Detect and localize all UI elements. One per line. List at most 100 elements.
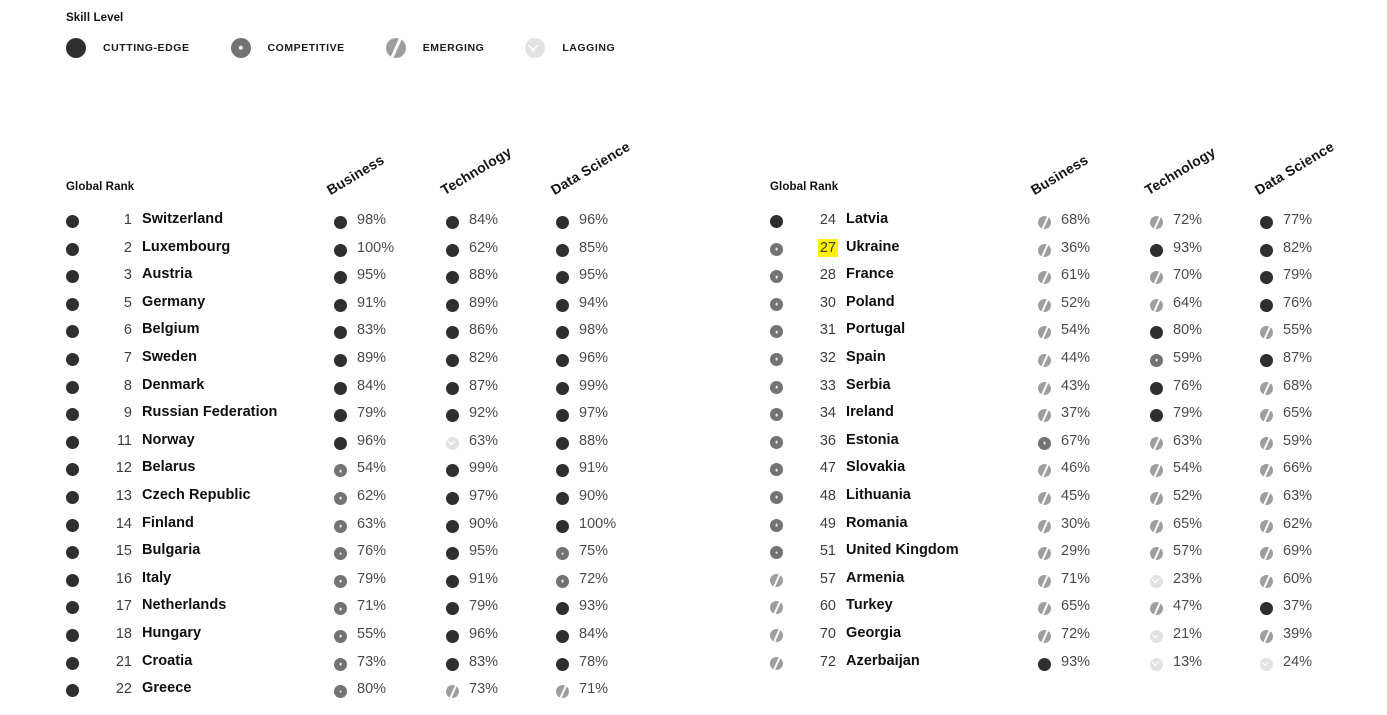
column-header-data-science: Data Science <box>1251 138 1337 198</box>
legend-item-cutting-edge[interactable]: CUTTING-EDGE <box>66 38 190 58</box>
country-name: Norway <box>142 431 195 448</box>
overall-solid-circle-icon <box>66 270 79 284</box>
metric-value: 59% <box>1173 349 1203 366</box>
legend-item-competitive[interactable]: COMPETITIVE <box>230 38 345 58</box>
country-name: Czech Republic <box>142 486 251 503</box>
solid-circle-icon <box>66 38 86 58</box>
solid-circle-icon <box>334 216 347 229</box>
metric-value: 52% <box>1173 487 1203 504</box>
country-name: France <box>846 266 894 283</box>
rank-value: 33 <box>819 377 836 394</box>
solid-circle-icon <box>1150 409 1163 423</box>
metric-value: 76% <box>357 543 387 560</box>
slashed-circle-icon <box>1150 298 1163 312</box>
slashed-circle-icon <box>1260 436 1273 450</box>
metric-value: 30% <box>1061 515 1091 532</box>
solid-circle-icon <box>446 519 459 533</box>
solid-circle-icon <box>334 271 347 285</box>
metric-value: 21% <box>1173 625 1203 642</box>
overall-solid-circle-icon <box>66 601 79 615</box>
solid-circle-icon <box>446 409 459 423</box>
slashed-circle-icon <box>1038 491 1051 505</box>
overall-solid-circle-icon <box>66 215 79 228</box>
slashed-circle-icon <box>1038 353 1051 367</box>
metric-value: 47% <box>1173 598 1203 615</box>
overall-dotted-circle-icon <box>770 352 783 366</box>
overall-dotted-circle-icon <box>770 270 783 284</box>
metric-value: 39% <box>1283 625 1313 642</box>
metric-value: 65% <box>1061 598 1091 615</box>
wave-circle-icon <box>1260 657 1273 671</box>
country-name: Italy <box>142 569 172 586</box>
slashed-circle-icon <box>1038 381 1051 395</box>
metric-value: 89% <box>469 294 499 311</box>
solid-circle-icon <box>334 353 347 367</box>
metric-value: 98% <box>579 322 609 339</box>
dotted-circle-icon <box>334 491 347 505</box>
solid-circle-icon <box>334 298 347 312</box>
solid-circle-icon <box>1260 602 1273 616</box>
slashed-circle-icon <box>1038 519 1051 533</box>
slashed-circle-icon <box>1260 547 1273 561</box>
solid-circle-icon <box>446 574 459 588</box>
rank-value: 8 <box>123 377 132 394</box>
metric-value: 96% <box>469 625 499 642</box>
solid-circle-icon <box>556 353 569 367</box>
rank-value: 57 <box>819 570 836 587</box>
rank-value: 21 <box>115 653 132 670</box>
solid-circle-icon <box>1260 271 1273 285</box>
overall-solid-circle-icon <box>66 297 79 311</box>
country-name: Luxembourg <box>142 238 231 255</box>
dotted-circle-icon <box>1038 436 1051 450</box>
metric-value: 54% <box>357 460 387 477</box>
slashed-circle-icon <box>1260 326 1273 340</box>
metric-value: 67% <box>1061 432 1091 449</box>
overall-solid-circle-icon <box>66 408 79 422</box>
metric-value: 13% <box>1173 653 1203 670</box>
overall-dotted-circle-icon <box>770 546 783 560</box>
solid-circle-icon <box>556 602 569 616</box>
solid-circle-icon <box>556 409 569 423</box>
slashed-circle-icon <box>1038 243 1051 257</box>
metric-value: 69% <box>1283 543 1313 560</box>
metric-value: 63% <box>357 515 387 532</box>
overall-slashed-circle-icon <box>770 656 783 670</box>
overall-solid-circle-icon <box>66 518 79 532</box>
metric-value: 52% <box>1061 294 1091 311</box>
legend-item-lagging[interactable]: LAGGING <box>525 38 615 58</box>
solid-circle-icon <box>446 298 459 312</box>
slashed-circle-icon <box>1150 436 1163 450</box>
dotted-circle-icon <box>334 574 347 588</box>
rank-value: 14 <box>115 515 132 532</box>
metric-value: 62% <box>469 239 499 256</box>
rank-value: 28 <box>819 267 836 284</box>
metric-value: 93% <box>1061 653 1091 670</box>
metric-value: 85% <box>579 239 609 256</box>
country-name: Ukraine <box>846 238 900 255</box>
legend-item-emerging[interactable]: EMERGING <box>385 38 485 58</box>
metric-value: 71% <box>579 681 609 698</box>
rank-value: 18 <box>115 625 132 642</box>
metric-value: 83% <box>469 653 499 670</box>
metric-value: 76% <box>1173 377 1203 394</box>
metric-value: 68% <box>1283 377 1313 394</box>
country-name: Finland <box>142 514 194 531</box>
metric-value: 91% <box>579 460 609 477</box>
metric-value: 95% <box>469 543 499 560</box>
metric-value: 97% <box>469 487 499 504</box>
metric-value: 60% <box>1283 570 1313 587</box>
metric-value: 91% <box>357 294 387 311</box>
country-name: Croatia <box>142 652 193 669</box>
metric-value: 94% <box>579 294 609 311</box>
metric-value: 63% <box>1173 432 1203 449</box>
column-header-global-rank: Global Rank <box>770 181 839 193</box>
dotted-circle-icon <box>334 685 347 699</box>
solid-circle-icon <box>556 657 569 671</box>
slashed-circle-icon <box>1150 547 1163 561</box>
metric-value: 62% <box>1283 515 1313 532</box>
metric-value: 79% <box>469 598 499 615</box>
overall-dotted-circle-icon <box>770 408 783 422</box>
metric-value: 57% <box>1173 543 1203 560</box>
rank-value: 36 <box>819 432 836 449</box>
metric-value: 91% <box>469 570 499 587</box>
